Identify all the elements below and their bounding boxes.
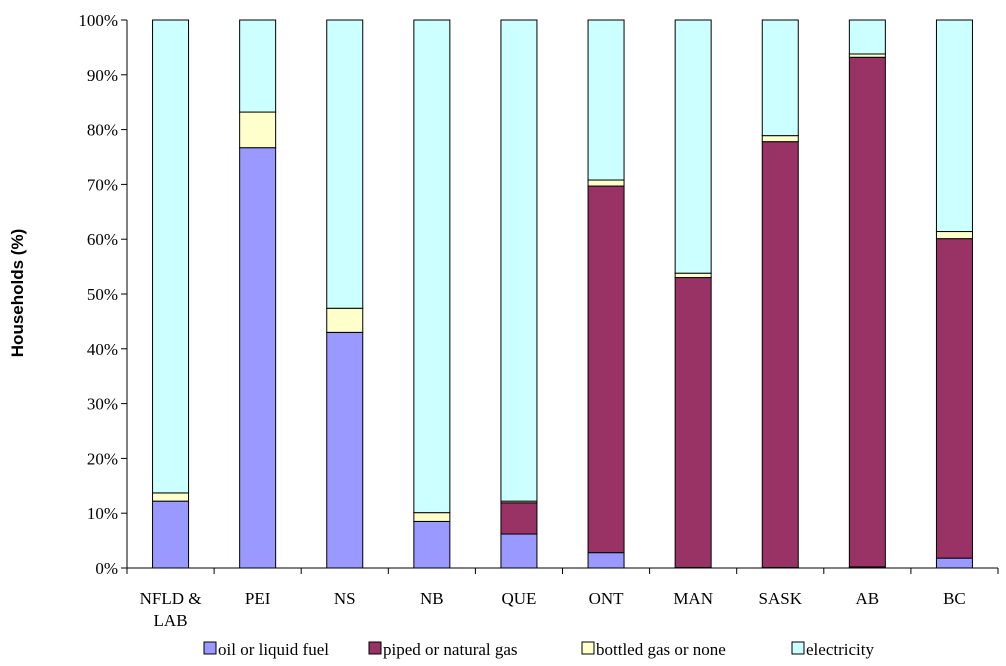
bar-segment [152, 492, 190, 502]
y-ticks-layer: 0% 10% 20% 30% 40% 50% 60% 70% 80% 90% 100% [78, 11, 127, 578]
bar-segment [848, 56, 886, 568]
bar-segment [587, 179, 625, 187]
bar-segment [848, 19, 886, 55]
y-tick-label: 90% [87, 66, 118, 85]
y-tick-label: 100% [78, 11, 118, 30]
legend-swatch [581, 641, 595, 655]
bars-layer [152, 19, 973, 569]
x-categories-layer: NFLD & LAB PEI NS NB QUE ONT MAN SASK AB BC [126, 568, 999, 630]
bar-segment [587, 185, 625, 554]
y-tick-label: 40% [87, 340, 118, 359]
legend-label: electricity [806, 640, 874, 659]
bar-segment [587, 552, 625, 569]
legend-swatch [203, 641, 217, 655]
bar-segment [326, 331, 364, 569]
bar-segment [674, 19, 712, 274]
y-tick-label: 0% [95, 559, 118, 578]
bar-segment [326, 307, 364, 333]
bar-segment [587, 19, 625, 181]
y-axis-label: Households (%) [8, 229, 27, 357]
legend-swatch [791, 641, 805, 655]
bar-segment [674, 277, 712, 568]
y-tick-label: 10% [87, 504, 118, 523]
x-tick-label: BC [943, 589, 966, 608]
y-tick-label: 50% [87, 285, 118, 304]
x-tick-label: PEI [245, 589, 271, 608]
y-tick-label: 20% [87, 449, 118, 468]
bar-segment [152, 500, 190, 569]
bar-segment [239, 111, 277, 149]
bar-segment [500, 533, 538, 569]
bar-segment [326, 19, 364, 309]
bar-segment [413, 520, 451, 569]
bar-segment [935, 557, 973, 569]
bar-segment [761, 135, 799, 143]
y-tick-label: 70% [87, 175, 118, 194]
bar-segment [500, 502, 538, 535]
bar-segment [935, 231, 973, 240]
legend: oil or liquid fuel piped or natural gas bo… [203, 640, 874, 659]
x-tick-label: MAN [673, 589, 713, 608]
bar-segment [761, 19, 799, 137]
legend-label: oil or liquid fuel [218, 640, 329, 659]
bar-segment [152, 19, 190, 494]
y-tick-label: 60% [87, 230, 118, 249]
bar-segment [761, 141, 799, 568]
bar-segment [413, 19, 451, 514]
legend-label: piped or natural gas [383, 640, 518, 659]
x-tick-label: LAB [154, 611, 188, 630]
bar-segment [935, 238, 973, 559]
bar-segment [413, 512, 451, 522]
bar-segment [935, 19, 973, 233]
x-tick-label: AB [856, 589, 880, 608]
y-tick-label: 30% [87, 395, 118, 414]
x-tick-label: QUE [501, 589, 536, 608]
x-tick-label: NFLD & [140, 589, 202, 608]
bar-segment [239, 147, 277, 569]
bar-segment [674, 272, 712, 279]
bar-segment [500, 19, 538, 502]
x-tick-label: ONT [589, 589, 625, 608]
x-tick-label: NB [420, 589, 444, 608]
x-tick-label: NS [334, 589, 356, 608]
legend-swatch [368, 641, 382, 655]
bar-segment [239, 19, 277, 113]
x-tick-label: SASK [759, 589, 803, 608]
y-tick-label: 80% [87, 121, 118, 140]
legend-label: bottled gas or none [596, 640, 726, 659]
